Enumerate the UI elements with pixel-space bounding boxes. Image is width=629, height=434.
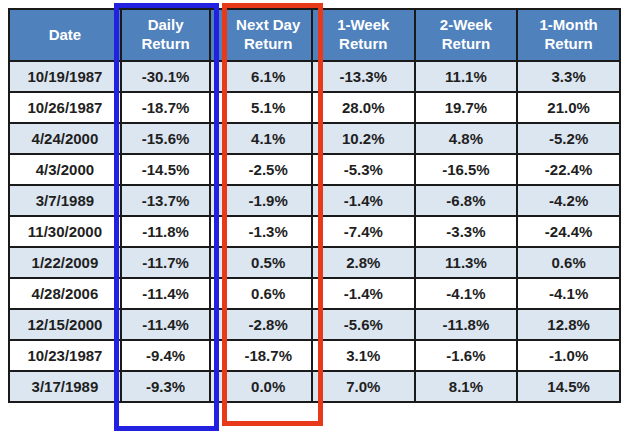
daily-return-cell: -13.7% bbox=[121, 185, 210, 216]
header-row: Date Daily Return Next Day Return 1-Week… bbox=[9, 9, 620, 61]
spacer-cell bbox=[210, 61, 224, 92]
spacer-cell bbox=[210, 185, 224, 216]
two-week-return-cell: -11.8% bbox=[415, 309, 518, 340]
table-row: 3/7/1989 -13.7% -1.9% -1.4% -6.8% -4.2% bbox=[9, 185, 620, 216]
one-month-return-cell: -4.2% bbox=[517, 185, 620, 216]
date-cell: 10/23/1987 bbox=[9, 340, 121, 371]
daily-return-cell: -11.8% bbox=[121, 216, 210, 247]
table-row: 1/22/2009 -11.7% 0.5% 2.8% 11.3% 0.6% bbox=[9, 247, 620, 278]
daily-return-cell: -18.7% bbox=[121, 92, 210, 123]
table-row: 4/3/2000 -14.5% -2.5% -5.3% -16.5% -22.4… bbox=[9, 154, 620, 185]
one-month-return-cell: 12.8% bbox=[517, 309, 620, 340]
two-week-return-cell: -16.5% bbox=[415, 154, 518, 185]
two-week-return-cell: 11.1% bbox=[415, 61, 518, 92]
next-day-return-cell: 0.5% bbox=[225, 247, 312, 278]
daily-return-cell: -15.6% bbox=[121, 123, 210, 154]
column-header-daily-return: Daily Return bbox=[121, 9, 210, 61]
crash-returns-table: Date Daily Return Next Day Return 1-Week… bbox=[8, 8, 621, 403]
next-day-return-cell: 0.0% bbox=[225, 371, 312, 402]
two-week-return-cell: -4.1% bbox=[415, 278, 518, 309]
one-month-return-cell: -5.2% bbox=[517, 123, 620, 154]
spacer-cell bbox=[210, 154, 224, 185]
one-month-return-cell: -22.4% bbox=[517, 154, 620, 185]
two-week-return-cell: 19.7% bbox=[415, 92, 518, 123]
spacer-cell bbox=[210, 371, 224, 402]
date-cell: 4/28/2006 bbox=[9, 278, 121, 309]
date-cell: 10/19/1987 bbox=[9, 61, 121, 92]
table-row: 12/15/2000 -11.4% -2.8% -5.6% -11.8% 12.… bbox=[9, 309, 620, 340]
spacer-cell bbox=[210, 247, 224, 278]
table-row: 3/17/1989 -9.3% 0.0% 7.0% 8.1% 14.5% bbox=[9, 371, 620, 402]
table-row: 10/23/1987 -9.4% -18.7% 3.1% -1.6% -1.0% bbox=[9, 340, 620, 371]
next-day-return-cell: -1.3% bbox=[225, 216, 312, 247]
one-week-return-cell: 10.2% bbox=[312, 123, 415, 154]
one-week-return-cell: -7.4% bbox=[312, 216, 415, 247]
daily-return-cell: -30.1% bbox=[121, 61, 210, 92]
one-week-return-cell: 2.8% bbox=[312, 247, 415, 278]
one-week-return-cell: 3.1% bbox=[312, 340, 415, 371]
daily-return-cell: -14.5% bbox=[121, 154, 210, 185]
daily-return-cell: -11.7% bbox=[121, 247, 210, 278]
table-row: 10/26/1987 -18.7% 5.1% 28.0% 19.7% 21.0% bbox=[9, 92, 620, 123]
table-row: 10/19/1987 -30.1% 6.1% -13.3% 11.1% 3.3% bbox=[9, 61, 620, 92]
two-week-return-cell: 4.8% bbox=[415, 123, 518, 154]
daily-return-cell: -9.4% bbox=[121, 340, 210, 371]
one-month-return-cell: 21.0% bbox=[517, 92, 620, 123]
one-week-return-cell: -5.3% bbox=[312, 154, 415, 185]
next-day-return-cell: 5.1% bbox=[225, 92, 312, 123]
two-week-return-cell: -1.6% bbox=[415, 340, 518, 371]
one-week-return-cell: -5.6% bbox=[312, 309, 415, 340]
date-cell: 1/22/2009 bbox=[9, 247, 121, 278]
column-header-date: Date bbox=[9, 9, 121, 61]
one-month-return-cell: 3.3% bbox=[517, 61, 620, 92]
daily-return-cell: -11.4% bbox=[121, 278, 210, 309]
date-cell: 3/7/1989 bbox=[9, 185, 121, 216]
table-row: 11/30/2000 -11.8% -1.3% -7.4% -3.3% -24.… bbox=[9, 216, 620, 247]
column-header-2-week-return: 2-Week Return bbox=[415, 9, 518, 61]
two-week-return-cell: -6.8% bbox=[415, 185, 518, 216]
column-header-1-week-return: 1-Week Return bbox=[312, 9, 415, 61]
one-week-return-cell: -1.4% bbox=[312, 278, 415, 309]
two-week-return-cell: 11.3% bbox=[415, 247, 518, 278]
date-cell: 10/26/1987 bbox=[9, 92, 121, 123]
next-day-return-cell: -18.7% bbox=[225, 340, 312, 371]
spacer-cell bbox=[210, 278, 224, 309]
spacer-cell bbox=[210, 123, 224, 154]
one-week-return-cell: -1.4% bbox=[312, 185, 415, 216]
next-day-return-cell: 4.1% bbox=[225, 123, 312, 154]
one-week-return-cell: -13.3% bbox=[312, 61, 415, 92]
daily-return-cell: -9.3% bbox=[121, 371, 210, 402]
two-week-return-cell: 8.1% bbox=[415, 371, 518, 402]
spacer-header-cell bbox=[210, 9, 224, 61]
daily-return-cell: -11.4% bbox=[121, 309, 210, 340]
one-month-return-cell: -1.0% bbox=[517, 340, 620, 371]
table-row: 4/28/2006 -11.4% 0.6% -1.4% -4.1% -4.1% bbox=[9, 278, 620, 309]
one-month-return-cell: 0.6% bbox=[517, 247, 620, 278]
date-cell: 11/30/2000 bbox=[9, 216, 121, 247]
one-month-return-cell: 14.5% bbox=[517, 371, 620, 402]
one-week-return-cell: 7.0% bbox=[312, 371, 415, 402]
date-cell: 4/3/2000 bbox=[9, 154, 121, 185]
next-day-return-cell: -2.5% bbox=[225, 154, 312, 185]
two-week-return-cell: -3.3% bbox=[415, 216, 518, 247]
date-cell: 4/24/2000 bbox=[9, 123, 121, 154]
spacer-cell bbox=[210, 340, 224, 371]
one-month-return-cell: -24.4% bbox=[517, 216, 620, 247]
one-month-return-cell: -4.1% bbox=[517, 278, 620, 309]
spacer-cell bbox=[210, 92, 224, 123]
spacer-cell bbox=[210, 216, 224, 247]
next-day-return-cell: -2.8% bbox=[225, 309, 312, 340]
one-week-return-cell: 28.0% bbox=[312, 92, 415, 123]
date-cell: 3/17/1989 bbox=[9, 371, 121, 402]
table-row: 4/24/2000 -15.6% 4.1% 10.2% 4.8% -5.2% bbox=[9, 123, 620, 154]
returns-table-figure: Date Daily Return Next Day Return 1-Week… bbox=[0, 0, 629, 434]
next-day-return-cell: 0.6% bbox=[225, 278, 312, 309]
column-header-next-day-return: Next Day Return bbox=[225, 9, 312, 61]
date-cell: 12/15/2000 bbox=[9, 309, 121, 340]
next-day-return-cell: 6.1% bbox=[225, 61, 312, 92]
column-header-1-month-return: 1-Month Return bbox=[517, 9, 620, 61]
next-day-return-cell: -1.9% bbox=[225, 185, 312, 216]
spacer-cell bbox=[210, 309, 224, 340]
